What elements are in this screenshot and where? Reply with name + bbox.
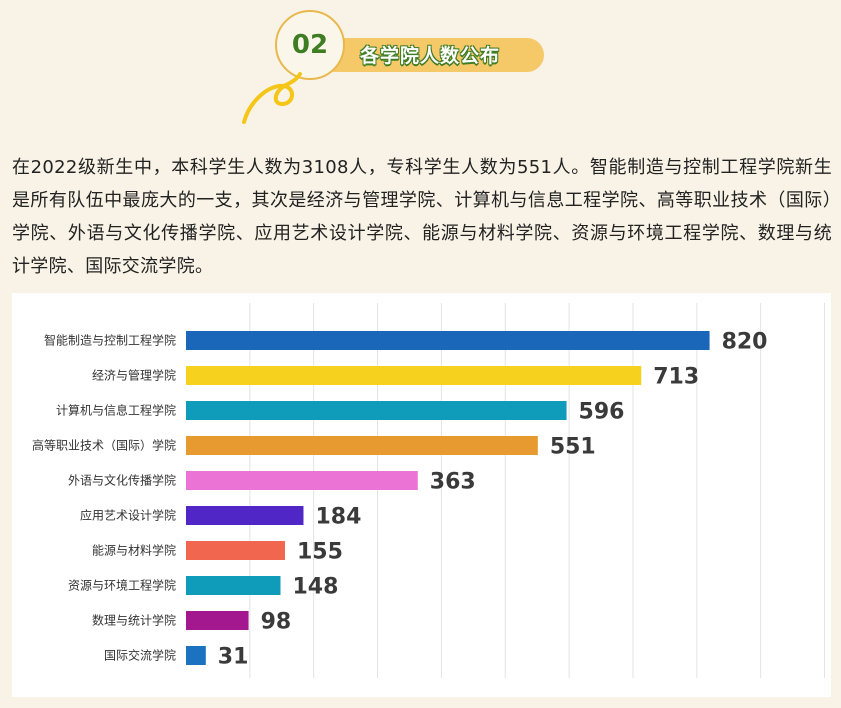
category-label: 应用艺术设计学院 <box>80 508 176 523</box>
bar <box>186 471 418 490</box>
section-header: 各学院人数公布 02 <box>0 0 841 130</box>
value-label: 713 <box>653 365 699 390</box>
bar <box>186 611 249 630</box>
bar <box>186 331 710 350</box>
swirl-decoration-icon <box>242 72 302 124</box>
category-label: 高等职业技术（国际）学院 <box>32 438 176 453</box>
bar <box>186 436 538 455</box>
section-number: 02 <box>275 10 345 80</box>
category-label: 国际交流学院 <box>104 648 176 663</box>
bar <box>186 506 304 525</box>
category-label: 外语与文化传播学院 <box>68 473 176 488</box>
intro-paragraph: 在2022级新生中，本科学生人数为3108人，专科学生人数为551人。智能制造与… <box>12 157 832 277</box>
bar <box>186 541 285 560</box>
value-label: 155 <box>297 540 343 565</box>
bar <box>186 401 567 420</box>
bar <box>186 366 642 385</box>
bar <box>186 576 281 595</box>
value-label: 98 <box>261 610 292 635</box>
value-label: 148 <box>292 575 338 600</box>
section-title: 各学院人数公布 <box>360 45 501 67</box>
value-label: 551 <box>550 435 596 460</box>
value-label: 31 <box>218 645 249 670</box>
value-label: 596 <box>579 400 625 425</box>
category-label: 经济与管理学院 <box>92 368 176 383</box>
category-label: 计算机与信息工程学院 <box>56 403 176 418</box>
bar-chart-card: 智能制造与控制工程学院 820 经济与管理学院 713 计算机与信息工程学院 596 高等职… <box>12 293 831 697</box>
bar <box>186 646 206 665</box>
bar-chart: 智能制造与控制工程学院 820 经济与管理学院 713 计算机与信息工程学院 596 高等职… <box>32 303 825 678</box>
value-label: 820 <box>722 330 768 355</box>
category-label: 能源与材料学院 <box>92 543 176 558</box>
value-label: 184 <box>315 505 361 530</box>
category-label: 智能制造与控制工程学院 <box>44 333 176 348</box>
value-label: 363 <box>430 470 476 495</box>
title-banner <box>318 38 544 72</box>
category-label: 资源与环境工程学院 <box>68 578 176 593</box>
category-label: 数理与统计学院 <box>92 613 176 628</box>
